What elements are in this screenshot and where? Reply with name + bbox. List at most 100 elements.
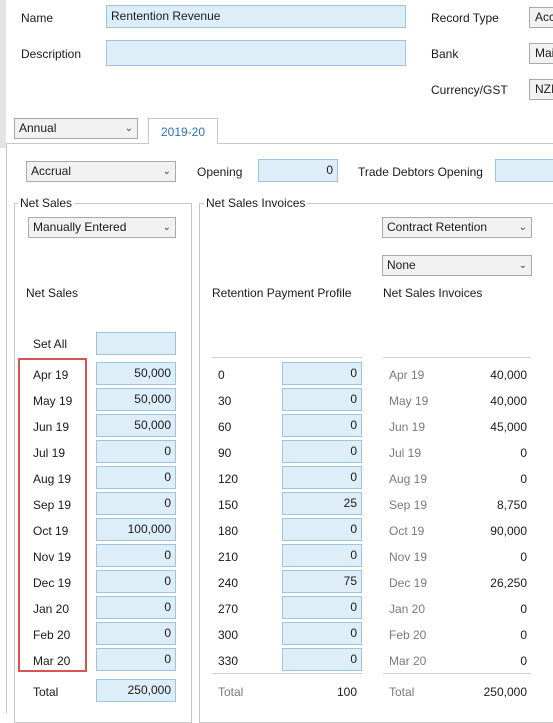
- invoice-month-label: Jun 19: [389, 420, 426, 434]
- month-label: Apr 19: [33, 368, 69, 382]
- profile-percent-input[interactable]: 75: [282, 570, 362, 593]
- tab-strip-line-right: [218, 143, 553, 144]
- profile-percent-input[interactable]: 25: [282, 492, 362, 515]
- none-select[interactable]: None ⌄: [382, 255, 532, 276]
- profile-percent-input[interactable]: 0: [282, 622, 362, 645]
- net-sales-month-input[interactable]: 0: [96, 648, 176, 671]
- net-sales-heading: Net Sales: [26, 286, 79, 300]
- period-select[interactable]: Annual ⌄: [14, 118, 138, 139]
- profile-days-label: 300: [218, 628, 239, 642]
- invoices-bottom-rule: [383, 673, 531, 674]
- profile-days-label: 120: [218, 472, 239, 486]
- invoice-month-label: Mar 20: [389, 654, 427, 668]
- invoice-total-label: Total: [389, 685, 415, 699]
- profile-bottom-rule: [212, 673, 362, 674]
- retention-profile-heading: Retention Payment Profile: [212, 286, 352, 300]
- profile-percent-input[interactable]: 0: [282, 648, 362, 671]
- net-sales-mode-select[interactable]: Manually Entered ⌄: [28, 217, 176, 238]
- set-all-input[interactable]: [96, 332, 176, 355]
- net-sales-month-input[interactable]: 100,000: [96, 518, 176, 541]
- invoice-month-label: Sep 19: [389, 498, 428, 512]
- month-label: Sep 19: [33, 498, 72, 512]
- tab-panel-left-border: [6, 143, 7, 713]
- window-left-edge: [0, 0, 6, 148]
- invoices-heading: Net Sales Invoices: [383, 286, 483, 300]
- profile-percent-input[interactable]: 0: [282, 466, 362, 489]
- profile-days-label: 30: [218, 394, 232, 408]
- bank-select[interactable]: Mai: [529, 43, 553, 64]
- opening-input[interactable]: 0: [258, 159, 338, 182]
- profile-total-value: 100: [336, 685, 357, 699]
- month-label: Nov 19: [33, 550, 72, 564]
- invoice-month-value: 8,750: [496, 498, 527, 512]
- month-highlight-box: [18, 358, 87, 672]
- name-input[interactable]: Rentention Revenue: [106, 5, 406, 28]
- month-label: Jun 19: [33, 420, 70, 434]
- invoice-month-label: Nov 19: [389, 550, 428, 564]
- none-select-value: None: [387, 258, 416, 272]
- invoices-top-rule: [383, 357, 531, 358]
- invoice-month-label: Apr 19: [389, 368, 425, 382]
- invoice-month-value: 0: [520, 472, 527, 486]
- invoice-month-value: 0: [520, 628, 527, 642]
- net-sales-month-input[interactable]: 0: [96, 492, 176, 515]
- profile-days-label: 240: [218, 576, 239, 590]
- profile-days-label: 270: [218, 602, 239, 616]
- contract-retention-value: Contract Retention: [387, 220, 488, 234]
- currency-select[interactable]: NZI: [529, 79, 553, 100]
- profile-total-label: Total: [218, 685, 244, 699]
- currency-value: NZI: [535, 82, 553, 96]
- net-sales-total-value: 250,000: [96, 679, 176, 702]
- net-sales-month-input[interactable]: 50,000: [96, 414, 176, 437]
- invoice-month-value: 0: [520, 446, 527, 460]
- invoice-month-label: Dec 19: [389, 576, 428, 590]
- invoice-month-value: 0: [520, 654, 527, 668]
- profile-percent-input[interactable]: 0: [282, 440, 362, 463]
- currency-label: Currency/GST: [431, 83, 508, 97]
- profile-percent-input[interactable]: 0: [282, 596, 362, 619]
- profile-percent-input[interactable]: 0: [282, 544, 362, 567]
- month-label: Feb 20: [33, 628, 71, 642]
- accrual-select[interactable]: Accrual ⌄: [26, 161, 176, 182]
- chevron-down-icon: ⌄: [124, 123, 133, 134]
- net-sales-month-input[interactable]: 0: [96, 440, 176, 463]
- accrual-select-value: Accrual: [31, 164, 72, 178]
- invoice-month-label: Jan 20: [389, 602, 426, 616]
- trade-debtors-input[interactable]: [495, 159, 553, 182]
- contract-retention-select[interactable]: Contract Retention ⌄: [382, 217, 532, 238]
- net-sales-month-input[interactable]: 0: [96, 544, 176, 567]
- net-sales-month-input[interactable]: 50,000: [96, 388, 176, 411]
- invoice-month-label: May 19: [389, 394, 429, 408]
- profile-percent-input[interactable]: 0: [282, 362, 362, 385]
- net-sales-invoices-group: [199, 203, 553, 723]
- invoice-total-value: 250,000: [483, 685, 527, 699]
- description-input[interactable]: [106, 40, 406, 66]
- net-sales-month-input[interactable]: 0: [96, 466, 176, 489]
- profile-percent-input[interactable]: 0: [282, 414, 362, 437]
- invoice-month-value: 90,000: [490, 524, 527, 538]
- profile-percent-input[interactable]: 0: [282, 388, 362, 411]
- month-label: Oct 19: [33, 524, 69, 538]
- record-type-value: Acc: [535, 10, 553, 24]
- net-sales-month-input[interactable]: 50,000: [96, 362, 176, 385]
- net-sales-legend: Net Sales: [18, 196, 75, 210]
- month-label: May 19: [33, 394, 73, 408]
- chevron-down-icon: ⌄: [518, 222, 527, 233]
- trade-debtors-label: Trade Debtors Opening: [358, 165, 483, 179]
- net-sales-month-input[interactable]: 0: [96, 596, 176, 619]
- month-label: Jul 19: [33, 446, 66, 460]
- invoice-month-value: 40,000: [490, 394, 527, 408]
- invoice-month-value: 26,250: [490, 576, 527, 590]
- description-label: Description: [21, 47, 82, 61]
- record-type-select[interactable]: Acc: [529, 7, 553, 28]
- profile-percent-input[interactable]: 0: [282, 518, 362, 541]
- tab-label: 2019-20: [160, 125, 206, 139]
- month-label: Aug 19: [33, 472, 72, 486]
- tab-strip-line-left: [6, 143, 148, 144]
- bank-value: Mai: [535, 46, 553, 60]
- net-sales-month-input[interactable]: 0: [96, 622, 176, 645]
- record-type-label: Record Type: [431, 11, 499, 25]
- net-sales-total-label: Total: [33, 685, 59, 699]
- tab-2019-20[interactable]: 2019-20: [148, 118, 218, 144]
- net-sales-month-input[interactable]: 0: [96, 570, 176, 593]
